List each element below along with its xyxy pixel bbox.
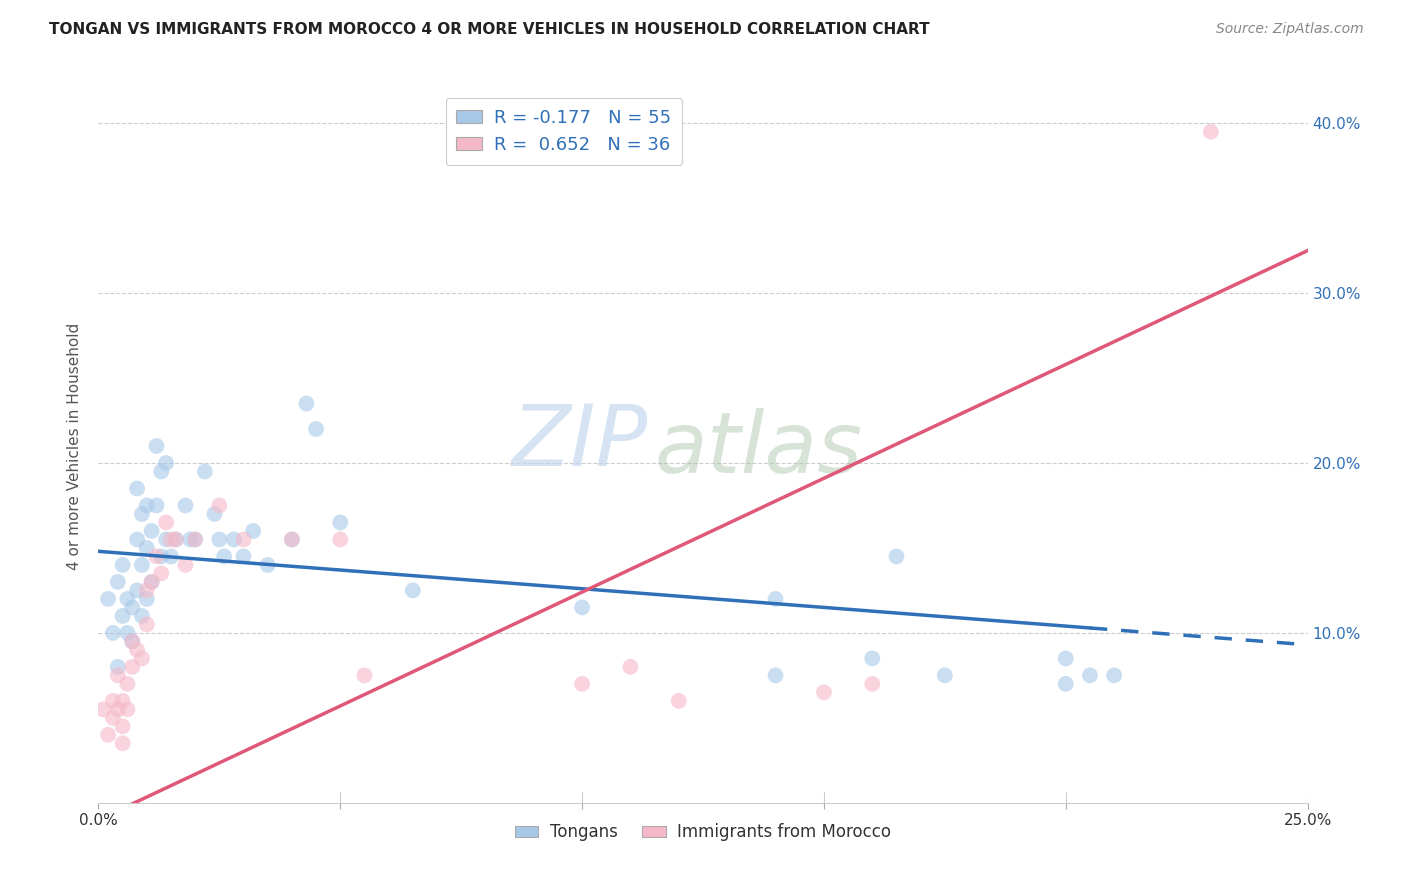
Point [127,533,149,547]
Point [121,634,143,648]
Point [571,600,593,615]
Point [97,728,120,742]
Point [329,533,352,547]
Point [1102,668,1125,682]
Point [127,482,149,496]
Point [91,702,114,716]
Text: atlas: atlas [655,408,863,491]
Point [117,702,139,716]
Point [232,549,254,564]
Point [886,549,908,564]
Point [155,456,177,470]
Point [619,660,641,674]
Point [145,499,167,513]
Point [145,439,167,453]
Point [208,499,231,513]
Point [353,668,375,682]
Point [121,634,143,648]
Point [813,685,835,699]
Point [165,533,187,547]
Y-axis label: 4 or more Vehicles in Household: 4 or more Vehicles in Household [67,322,83,570]
Point [329,516,352,530]
Point [232,533,254,547]
Legend: Tongans, Immigrants from Morocco: Tongans, Immigrants from Morocco [508,817,898,848]
Point [111,558,134,572]
Point [208,533,231,547]
Point [135,591,157,606]
Point [101,626,124,640]
Point [765,668,787,682]
Point [111,608,134,623]
Point [1054,651,1077,665]
Point [150,566,173,581]
Point [184,533,207,547]
Point [1199,125,1222,139]
Point [107,574,129,589]
Point [281,533,304,547]
Point [222,533,245,547]
Point [127,583,149,598]
Point [135,541,157,555]
Point [212,549,235,564]
Point [174,558,197,572]
Point [107,702,129,716]
Point [117,591,139,606]
Point [111,736,134,750]
Point [117,626,139,640]
Point [155,533,177,547]
Text: ZIP: ZIP [512,401,648,484]
Point [127,643,149,657]
Point [107,668,129,682]
Point [160,549,183,564]
Point [131,608,153,623]
Point [1054,677,1077,691]
Point [204,507,226,521]
Point [256,558,278,572]
Point [402,583,425,598]
Point [107,660,129,674]
Point [141,574,163,589]
Point [141,524,163,538]
Point [131,651,153,665]
Point [135,617,157,632]
Point [145,549,167,564]
Point [165,533,187,547]
Point [571,677,593,691]
Point [121,600,143,615]
Text: TONGAN VS IMMIGRANTS FROM MOROCCO 4 OR MORE VEHICLES IN HOUSEHOLD CORRELATION CH: TONGAN VS IMMIGRANTS FROM MOROCCO 4 OR M… [49,22,929,37]
Point [281,533,304,547]
Point [111,719,134,733]
Point [155,516,177,530]
Point [860,651,883,665]
Point [150,465,173,479]
Point [1078,668,1101,682]
Point [117,677,139,691]
Point [97,591,120,606]
Point [101,694,124,708]
Point [242,524,264,538]
Point [174,499,197,513]
Point [934,668,956,682]
Point [305,422,328,436]
Point [184,533,207,547]
Point [135,499,157,513]
Point [121,660,143,674]
Point [860,677,883,691]
Point [194,465,217,479]
Point [765,591,787,606]
Point [101,711,124,725]
Point [135,583,157,598]
Point [668,694,690,708]
Point [131,507,153,521]
Point [160,533,183,547]
Point [295,396,318,410]
Text: Source: ZipAtlas.com: Source: ZipAtlas.com [1216,22,1364,37]
Point [111,694,134,708]
Point [131,558,153,572]
Point [141,574,163,589]
Point [150,549,173,564]
Point [179,533,201,547]
